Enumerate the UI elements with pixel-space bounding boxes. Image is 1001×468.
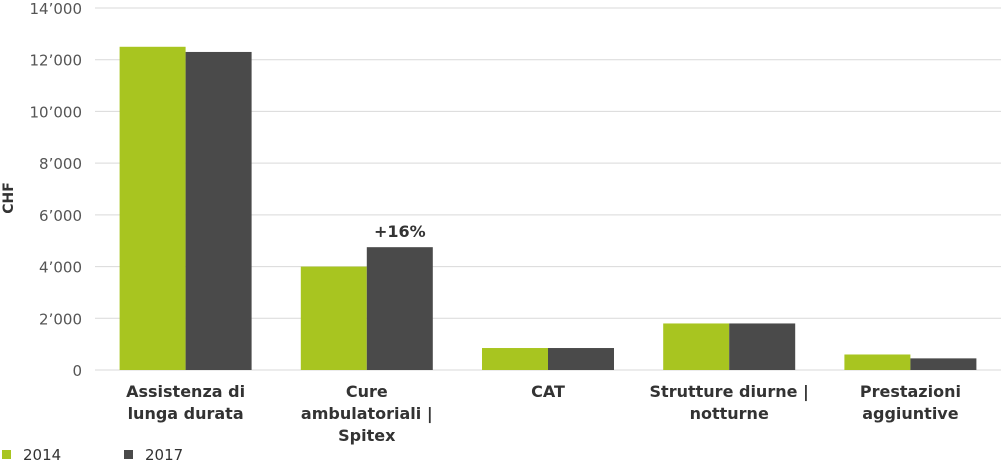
legend-swatch-2017 [124,450,133,459]
y-tick-label: 8’000 [39,155,82,173]
bars [119,46,977,371]
x-category-label: lunga durata [128,404,244,423]
y-tick-label: 0 [72,362,82,380]
legend-label: 2017 [145,446,183,464]
bar-2017-1 [366,247,433,370]
legend: 2014 2017 [2,446,183,464]
bar-2017-4 [910,358,977,370]
x-category-label: notturne [690,404,769,423]
y-tick-label: 4’000 [39,259,82,277]
y-tick-label: 6’000 [39,207,82,225]
x-category-label: Spitex [338,426,396,445]
bar-2014-0 [119,46,186,371]
y-tick-label: 14’000 [30,0,83,18]
bar-2014-3 [663,323,730,370]
y-axis-label: CHF [1,182,17,214]
bar-2017-2 [548,348,614,370]
annotations: +16% [374,222,426,241]
bar-2014-1 [300,266,367,370]
y-tick-label: 10’000 [30,103,83,121]
x-category-label: CAT [531,382,565,401]
x-axis-categories: Assistenza di lunga durata Cure ambulatoria… [126,382,961,445]
x-category-label: Strutture diurne | [650,382,809,402]
y-tick-label: 2’000 [39,310,82,328]
legend-label: 2014 [23,446,61,464]
y-tick-label: 12’000 [30,52,83,70]
y-axis-ticks: 0 2’000 4’000 6’000 8’000 10’000 12’000 14’000 [30,0,83,380]
bar-2014-2 [482,348,548,370]
x-category-label: Prestazioni [860,382,961,401]
x-category-label: Cure [346,382,388,401]
x-category-label: Assistenza di [126,382,245,401]
bar-2017-3 [729,323,796,370]
x-category-label: ambulatoriali | [301,404,433,424]
x-category-label: aggiuntive [862,404,959,423]
annotation-label: +16% [374,222,426,241]
bar-2017-0 [185,51,252,370]
bar-2014-4 [844,354,911,370]
legend-swatch-2014 [2,450,11,459]
